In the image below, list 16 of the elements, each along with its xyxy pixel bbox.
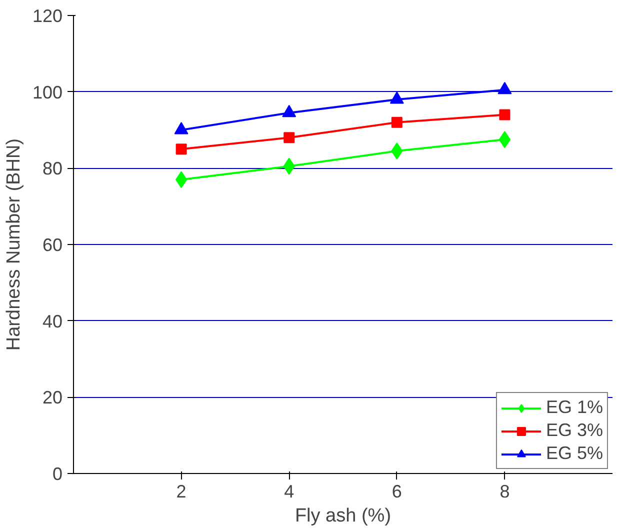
y-tick-label: 40 bbox=[42, 311, 63, 332]
x-tick-label: 8 bbox=[500, 482, 510, 502]
y-axis-title: Hardness Number (BHN) bbox=[3, 138, 24, 351]
y-tick-label: 120 bbox=[32, 6, 63, 26]
y-tick-label: 80 bbox=[42, 158, 63, 179]
x-tick-label: 4 bbox=[284, 482, 294, 502]
y-tick-label: 100 bbox=[32, 82, 63, 102]
y-tick-label: 0 bbox=[52, 464, 63, 484]
x-axis-title: Fly ash (%) bbox=[294, 506, 392, 526]
legend-label: EG 1% bbox=[546, 397, 603, 418]
y-tick-label: 20 bbox=[42, 388, 63, 408]
y-tick-label: 60 bbox=[42, 235, 63, 255]
x-tick-label: 2 bbox=[176, 482, 186, 502]
legend-label: EG 3% bbox=[546, 420, 603, 441]
legend-label: EG 5% bbox=[546, 443, 603, 464]
x-tick-label: 6 bbox=[392, 482, 402, 502]
